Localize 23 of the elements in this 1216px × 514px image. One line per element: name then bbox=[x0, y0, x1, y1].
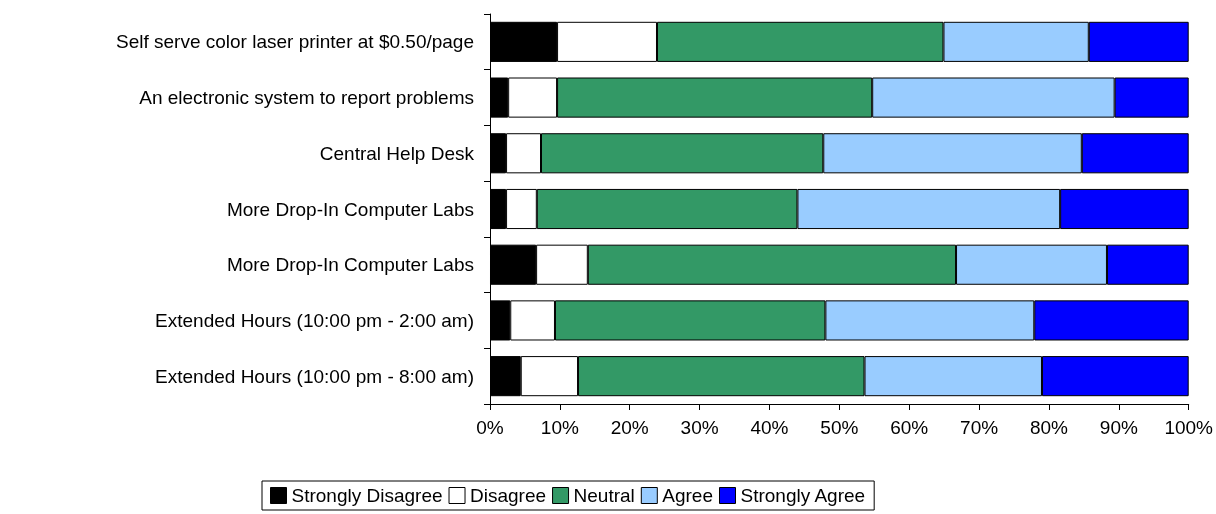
x-tick-label: 70% bbox=[960, 417, 999, 438]
x-tick-label: 100% bbox=[1164, 417, 1214, 438]
y-tick-label: Central Help Desk bbox=[319, 142, 475, 164]
y-tick-label: More Drop-In Computer Labs bbox=[226, 254, 474, 276]
y-tick-label: More Drop-In Computer Labs bbox=[226, 198, 474, 220]
x-tick-label: 80% bbox=[1029, 417, 1069, 438]
x-tick-label: 0% bbox=[476, 417, 504, 438]
y-tick-label: An electronic system to report problems bbox=[139, 87, 474, 109]
y-tick-label: Extended Hours (10:00 pm - 8:00 am) bbox=[155, 365, 474, 387]
x-tick-label: 40% bbox=[750, 417, 789, 438]
x-tick-label: 10% bbox=[540, 417, 579, 438]
x-tick-label: 20% bbox=[610, 417, 649, 438]
legend-label: Strongly Disagree bbox=[291, 485, 443, 506]
legend-label: Strongly Agree bbox=[740, 485, 866, 506]
x-tick-label: 50% bbox=[820, 417, 859, 438]
x-tick-label: 60% bbox=[890, 417, 929, 438]
y-tick-label: Self serve color laser printer at $0.50/page bbox=[115, 31, 474, 53]
legend-label: Neutral bbox=[573, 485, 635, 506]
y-tick-label: Extended Hours (10:00 pm - 2:00 am) bbox=[155, 309, 474, 331]
x-tick-label: 90% bbox=[1099, 417, 1138, 438]
x-tick-label: 30% bbox=[680, 417, 719, 438]
legend-label: Disagree bbox=[470, 485, 547, 506]
legend-label: Agree bbox=[662, 485, 714, 506]
